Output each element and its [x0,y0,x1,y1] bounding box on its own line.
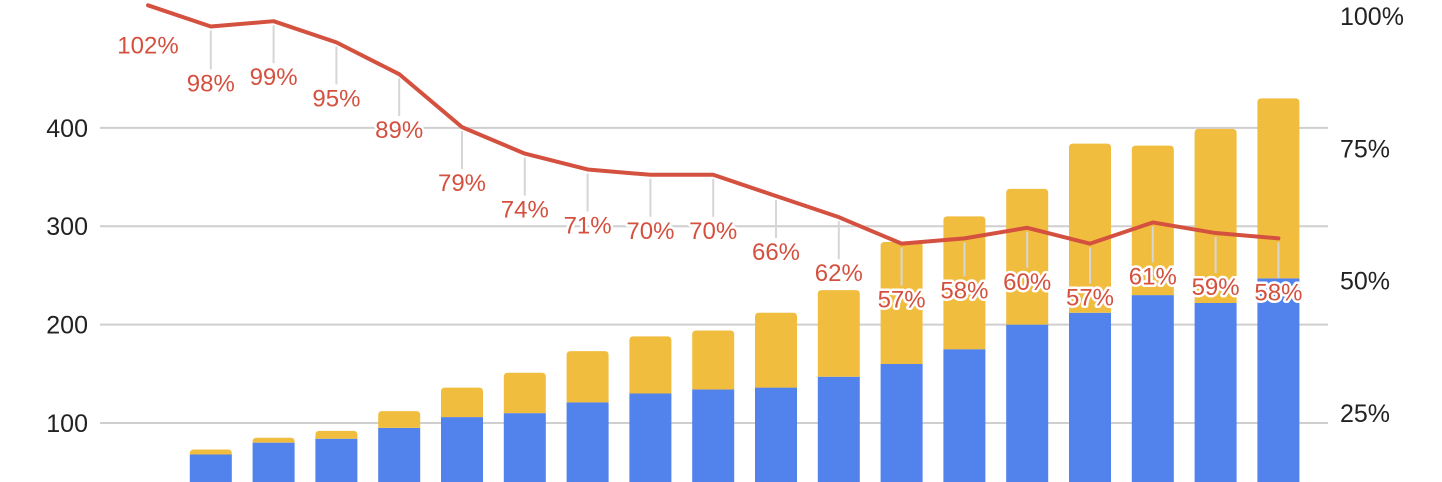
left-tick-label-400: 400 [46,115,88,143]
line-data-label-17: 61% [1129,263,1177,290]
bar-segment-1-2 [189,454,232,482]
right-axis-labels: 25% 50% 75% 100% [1340,3,1404,428]
line-data-label-9: 70% [626,218,674,245]
bar-segment-1-16 [1069,312,1111,482]
bar-segment-1-15 [1006,324,1049,482]
bar-segment-2-14 [943,216,986,350]
line-data-label-13: 57% [878,287,926,314]
bar-segment-2-10 [692,330,735,390]
bar-segment-1-5 [378,427,421,482]
line-data-label-8: 71% [564,212,612,239]
line-data-label-16: 57% [1066,285,1114,312]
bar-segment-1-7 [503,413,546,482]
ratio-line [146,3,1281,246]
bar-segment-1-9 [629,393,672,482]
line-data-label-3: 99% [250,64,298,91]
bar-segment-1-13 [880,363,923,482]
line-series [146,3,1281,246]
bar-segment-1-12 [817,376,860,482]
bar-segment-2-4 [315,430,358,439]
bar-segment-2-11 [755,312,797,388]
bar-segment-2-6 [441,387,483,418]
left-tick-label-200: 200 [46,312,88,340]
line-data-label-7: 74% [501,197,549,224]
left-tick-label-300: 300 [46,213,88,241]
bar-segment-2-7 [503,372,546,414]
bar-segment-1-10 [692,389,735,482]
bar-segment-2-13 [880,241,923,364]
line-data-label-12: 62% [815,260,863,287]
line-data-label-14: 58% [940,277,988,304]
bar-segment-2-19 [1257,98,1300,279]
bar-segment-1-14 [943,349,986,482]
bar-segment-2-16 [1069,143,1111,313]
right-tick-label-75: 75% [1340,135,1390,163]
bar-segment-1-11 [755,387,797,482]
bar-segment-2-5 [378,411,421,428]
bar-segment-2-9 [629,336,672,394]
left-axis-labels: 100 200 300 400 [46,115,88,438]
line-data-label-18: 59% [1192,274,1240,301]
line-data-label-15: 60% [1003,269,1051,296]
bar-segment-2-12 [817,290,860,377]
bar-segment-1-8 [566,402,609,482]
bar-segment-1-4 [315,438,358,482]
line-data-label-10: 70% [689,218,737,245]
bar-segment-2-3 [252,437,295,443]
bar-segment-2-2 [189,449,232,455]
bar-series [189,98,1300,482]
right-tick-label-25: 25% [1340,400,1390,428]
line-data-label-5: 89% [375,117,423,144]
left-tick-label-100: 100 [46,410,88,438]
bar-segment-2-18 [1194,128,1237,303]
bar-segment-2-8 [566,351,609,403]
line-data-label-11: 66% [752,239,800,266]
line-data-label-6: 79% [438,170,486,197]
line-data-labels: 102% 98% 99% 95% 89% 79% 74% 71% 70% 70% 66% 62% 57%… [115,30,1305,316]
bar-segment-1-3 [252,442,295,482]
bar-segment-1-18 [1194,302,1237,482]
line-data-label-2: 98% [187,70,235,97]
label-leader-lines [209,25,1280,286]
bar-segment-2-17 [1131,145,1174,296]
line-data-label-1: 102% [117,32,178,59]
bar-segment-1-19 [1257,278,1300,482]
line-data-label-19: 58% [1254,279,1302,306]
line-data-label-4: 95% [312,85,360,112]
right-tick-label-50: 50% [1340,268,1390,296]
bar-segment-1-6 [441,417,483,482]
bar-segment-1-17 [1131,295,1174,482]
right-tick-label-100: 100% [1340,3,1404,31]
